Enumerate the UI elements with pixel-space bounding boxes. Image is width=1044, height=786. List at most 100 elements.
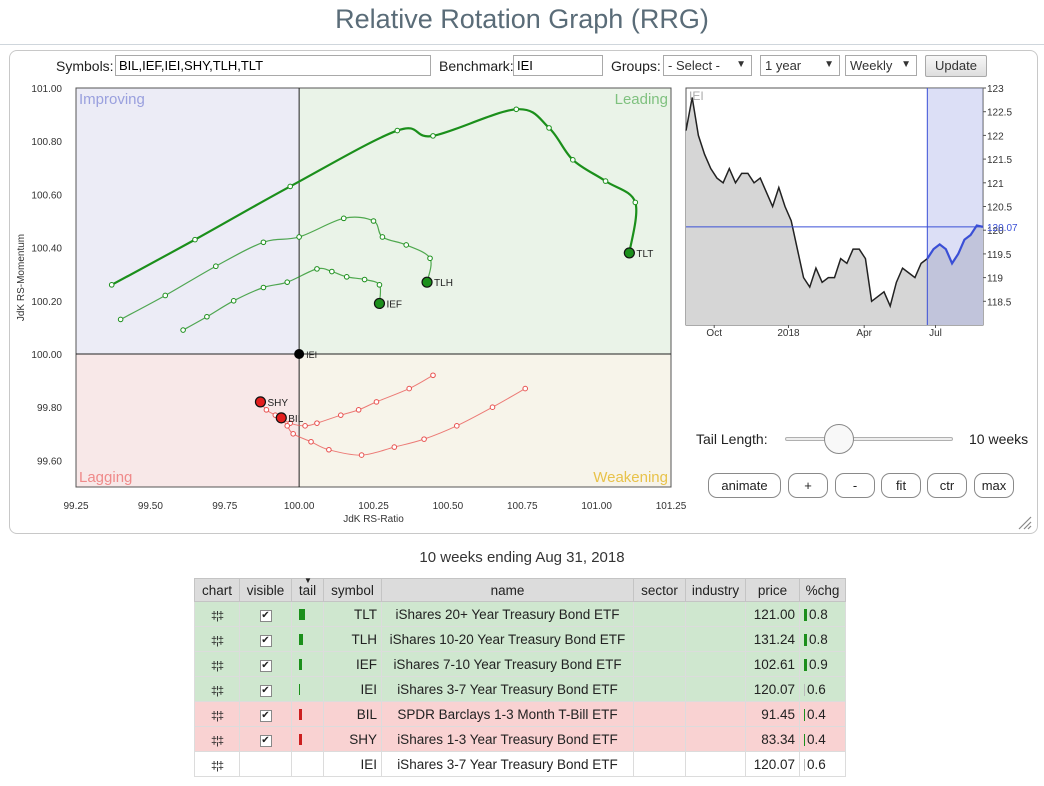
chart-cell[interactable]: ‡¦‡: [194, 676, 240, 702]
price-y-tick-label: 122.5: [987, 108, 1012, 119]
visible-cell[interactable]: ✔: [239, 701, 292, 727]
candlestick-chart-icon[interactable]: ‡¦‡: [210, 609, 224, 622]
table-row[interactable]: ‡¦‡ ✔ BIL SPDR Barclays 1-3 Month T-Bill ET…: [194, 701, 846, 727]
tail-point: [192, 236, 198, 243]
col-name-header[interactable]: name: [381, 578, 634, 602]
price-y-tick-label: 123: [987, 84, 1004, 95]
tail-point: [108, 282, 115, 288]
candlestick-chart-icon[interactable]: ‡¦‡: [210, 634, 224, 647]
period-select[interactable]: 1 year ▼: [760, 55, 840, 76]
chart-cell[interactable]: ‡¦‡: [194, 726, 240, 752]
table-row[interactable]: ‡¦‡ ✔ IEI iShares 3-7 Year Treasury Bond ET…: [194, 676, 846, 702]
center-button[interactable]: ctr: [927, 473, 967, 498]
tail-length-slider[interactable]: [785, 437, 953, 441]
tail-cell: [291, 601, 324, 627]
series-head-tlh: [421, 276, 433, 288]
visible-checkbox[interactable]: ✔: [259, 635, 272, 647]
chart-cell[interactable]: ‡¦‡: [194, 701, 240, 727]
visible-cell[interactable]: [239, 751, 292, 777]
chg-cell: 0.8: [799, 626, 846, 652]
interval-select[interactable]: Weekly ▼: [845, 55, 917, 76]
zoom-out-button[interactable]: -: [835, 473, 875, 498]
tail-point: [287, 183, 294, 190]
price-cell: 120.07: [745, 676, 800, 702]
update-button[interactable]: Update: [925, 55, 987, 77]
quadrant-label-improving: Improving: [79, 91, 145, 108]
series-label-tlh: TLH: [434, 278, 453, 289]
tail-point: [427, 255, 433, 262]
col-price-header[interactable]: price: [745, 578, 800, 602]
zoom-in-button[interactable]: +: [788, 473, 828, 498]
table-row[interactable]: ‡¦‡ ✔ SHY iShares 1-3 Year Treasury Bond ET…: [194, 726, 846, 752]
animate-button[interactable]: animate: [708, 473, 781, 498]
chart-cell[interactable]: ‡¦‡: [194, 751, 240, 777]
max-button[interactable]: max: [974, 473, 1014, 498]
tail-color-swatch: [299, 634, 303, 646]
tail-point: [296, 234, 302, 240]
y-tick-label: 100.20: [31, 297, 62, 308]
visible-cell[interactable]: ✔: [239, 651, 292, 677]
tail-point: [632, 199, 639, 206]
chg-cell: 0.6: [799, 676, 846, 702]
visible-checkbox[interactable]: ✔: [259, 710, 272, 722]
visible-cell[interactable]: ✔: [239, 676, 292, 702]
candlestick-chart-icon[interactable]: ‡¦‡: [210, 734, 224, 747]
tail-cell: [291, 626, 324, 652]
visible-checkbox[interactable]: ✔: [259, 610, 272, 622]
table-row[interactable]: ‡¦‡ ✔ IEF iShares 7-10 Year Treasury Bond E…: [194, 651, 846, 677]
tail-point: [489, 404, 496, 411]
chart-cell[interactable]: ‡¦‡: [194, 651, 240, 677]
col-chg-header[interactable]: %chg: [799, 578, 846, 602]
chg-cell: 0.9: [799, 651, 846, 677]
tail-point: [546, 125, 552, 131]
tail-cell: [291, 701, 324, 727]
chg-cell: 0.4: [799, 726, 846, 752]
series-head-ief: [373, 297, 386, 310]
chart-cell[interactable]: ‡¦‡: [194, 601, 240, 627]
tail-point: [340, 215, 347, 222]
table-row[interactable]: ‡¦‡ ✔ TLT iShares 20+ Year Treasury Bond ET…: [194, 601, 846, 627]
industry-cell: [685, 751, 746, 777]
symbol-cell: IEI: [323, 676, 382, 702]
benchmark-input[interactable]: [513, 55, 603, 76]
groups-select[interactable]: - Select - ▼: [663, 55, 752, 76]
visible-checkbox[interactable]: ✔: [259, 660, 272, 672]
tail-point: [355, 407, 362, 413]
benchmark-label: IEI: [306, 350, 317, 360]
symbols-input[interactable]: [115, 55, 431, 76]
price-cell: 120.07: [745, 751, 800, 777]
tail-point: [230, 298, 237, 304]
page-title: Relative Rotation Graph (RRG): [335, 4, 709, 34]
col-sector-header[interactable]: sector: [633, 578, 686, 602]
visible-cell[interactable]: ✔: [239, 626, 292, 652]
fit-button[interactable]: fit: [881, 473, 921, 498]
price-y-tick-label: 119.5: [987, 250, 1012, 261]
tail-point: [421, 436, 427, 442]
price-last-value-label: 120.07: [987, 223, 1018, 234]
tail-point: [370, 218, 377, 224]
candlestick-chart-icon[interactable]: ‡¦‡: [210, 684, 224, 697]
resize-grip-icon[interactable]: [1015, 513, 1033, 531]
tail-length-slider-handle[interactable]: [824, 424, 854, 454]
col-chart-header[interactable]: chart: [194, 578, 240, 602]
price-y-tick-label: 121.5: [987, 155, 1012, 166]
visible-cell[interactable]: ✔: [239, 726, 292, 752]
candlestick-chart-icon[interactable]: ‡¦‡: [210, 659, 224, 672]
col-tail-header[interactable]: ▼ tail: [291, 576, 324, 602]
visible-checkbox[interactable]: ✔: [259, 735, 272, 747]
candlestick-chart-icon[interactable]: ‡¦‡: [210, 759, 224, 772]
col-visible-header[interactable]: visible: [239, 578, 292, 602]
table-row[interactable]: ‡¦‡ ✔ TLH iShares 10-20 Year Treasury Bond …: [194, 626, 846, 652]
chart-cell[interactable]: ‡¦‡: [194, 626, 240, 652]
table-row[interactable]: ‡¦‡ IEI iShares 3-7 Year Treasury Bond ETF…: [194, 751, 846, 777]
candlestick-chart-icon[interactable]: ‡¦‡: [210, 709, 224, 722]
name-cell: iShares 20+ Year Treasury Bond ETF: [381, 601, 634, 627]
visible-cell[interactable]: ✔: [239, 601, 292, 627]
tail-point: [394, 127, 401, 134]
visible-checkbox[interactable]: ✔: [259, 685, 272, 697]
tail-point: [162, 292, 169, 299]
tail-point: [513, 106, 520, 113]
col-symbol-header[interactable]: symbol: [323, 578, 382, 602]
col-industry-header[interactable]: industry: [685, 578, 746, 602]
tail-length-label: Tail Length:: [696, 431, 768, 447]
